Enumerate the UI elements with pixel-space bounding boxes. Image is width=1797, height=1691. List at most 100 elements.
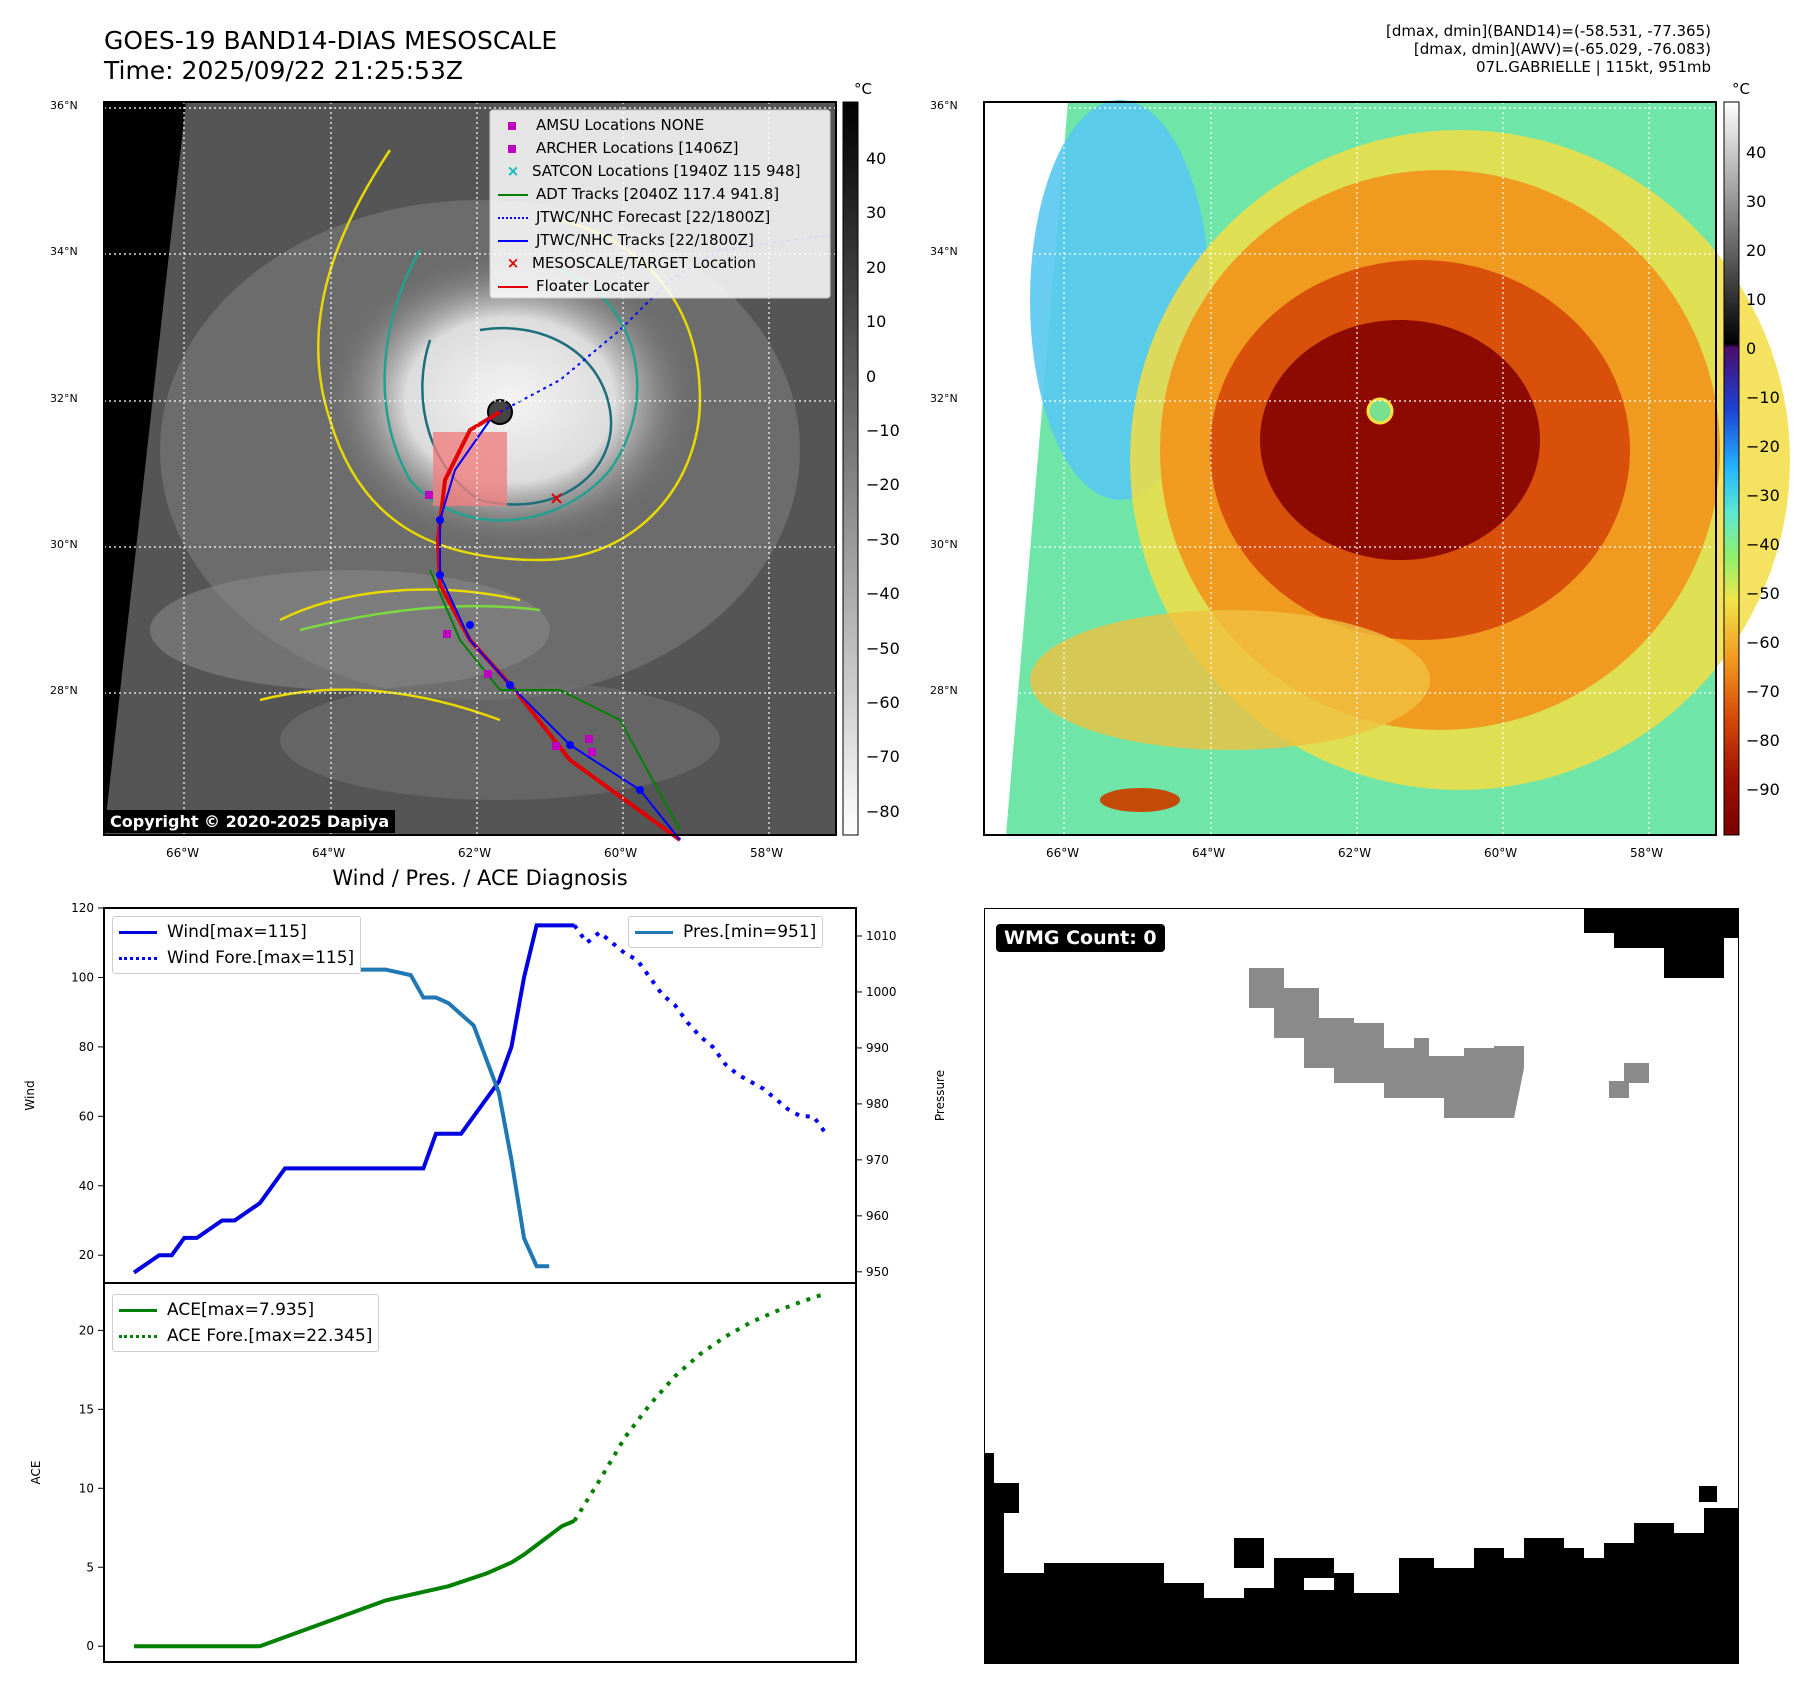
pressure-y-tick-label: 950 [866,1265,889,1279]
awv-map-frame [983,101,1717,836]
legend-entry-floater: Floater Locater [498,275,828,298]
pressure-axis-label: Pressure [933,1070,947,1121]
ir-no-data-wedge [104,102,186,835]
contour-teal [383,249,639,522]
target-location-marker: × [549,488,564,509]
square-marker-icon [508,122,516,130]
lat-label: 28°N [50,684,78,697]
pressure-y-tick-label: 990 [866,1041,889,1055]
series-line-ace-forecast [572,1291,827,1522]
dotted-line-icon [119,956,157,960]
colorbar-tick-label: −70 [866,747,900,767]
line-marker-icon [498,285,528,288]
lon-label: 60°W [604,846,638,860]
ace-y-tick-label: 20 [79,1323,94,1337]
diagnosis-title: Wind / Pres. / ACE Diagnosis [332,866,628,890]
awv-colorbar [1723,101,1740,836]
figure-title: GOES-19 BAND14-DIAS MESOSCALE Time: 2025… [104,26,557,86]
wind-y-tick-label: 100 [71,970,94,984]
colorbar-tick-label: 10 [866,312,887,332]
ace-axes-frame [103,1282,857,1663]
wmg-black-cell [1234,1538,1264,1568]
colorbar-tick-label: 10 [1746,290,1767,309]
ir-map-panel: × [103,100,1790,842]
wmg-panel [984,908,1739,1664]
legend-ace: ACE[max=7.935] [119,1297,372,1323]
colorbar-tick-label: −80 [866,801,900,821]
legend-ace-fore: ACE Fore.[max=22.345] [119,1323,372,1349]
awv-small-cell [1100,788,1180,812]
colorbar-tick-label: 40 [866,149,887,168]
solid-line-icon [635,930,673,934]
contour-band-green [299,604,541,632]
awv-core [1260,320,1540,560]
colorbar-tick-label: −80 [1746,731,1780,750]
lon-label: 66°W [166,846,200,860]
wmg-gray-cell [1609,1063,1649,1098]
colorbar-tick-label: −50 [866,638,900,658]
band14-range: [dmax, dmin](BAND14)=(-58.531, -77.365) [1386,22,1711,40]
legend-pres: Pres.[min=951] [635,919,816,945]
lat-label: 36°N [50,99,78,112]
lon-label: 58°W [750,846,784,860]
ir-gridlines [104,102,836,835]
lat-label: 36°N [930,99,958,112]
title-line-1: GOES-19 BAND14-DIAS MESOSCALE [104,26,558,55]
legend-entry-archer: ARCHER Locations [1406Z] [498,137,828,160]
legend-entry-adt: ADT Tracks [2040Z 117.4 941.8] [498,183,828,206]
ir-colorbar-unit: °C [854,80,872,98]
wmg-gray-band [1249,968,1524,1118]
legend-entry-satcon: × SATCON Locations [1940Z 115 948] [498,160,828,183]
line-marker-icon [498,193,528,196]
legend-entry-amsu: AMSU Locations NONE [498,114,828,137]
contour-yellow [316,149,702,562]
colorbar-tick-label: −40 [1746,535,1780,554]
colorbar-tick-label: 30 [866,203,887,223]
legend-wind: Wind[max=115] [119,919,354,945]
wmg-white-hole [1304,1578,1334,1590]
pressure-legend: Pres.[min=951] [628,916,824,948]
awv-gridlines [984,102,1716,835]
floater-track [435,410,682,842]
awv-eye [1366,397,1394,425]
awv-range: [dmax, dmin](AWV)=(-65.029, -76.083) [1413,40,1711,58]
lon-label: 60°W [1484,846,1518,860]
lon-label: 64°W [1192,846,1226,860]
solid-line-icon [119,930,157,934]
dotted-line-icon [498,216,528,219]
pressure-y-tick-label: 1000 [866,985,897,999]
lon-label: 66°W [1046,846,1080,860]
map-legend-entries: AMSU Locations NONE ARCHER Locations [14… [498,114,828,298]
jtwc-forecast-track [499,234,831,413]
wind-y-tick-label: 60 [79,1109,94,1123]
wmg-black-top-right [1584,908,1739,978]
colorbar-tick-label: −10 [1746,388,1780,407]
colorbar-tick-label: 0 [866,366,877,386]
pressure-y-tick-label: 1010 [866,929,897,943]
adt-track [429,569,681,831]
colorbar-tick-label: −20 [866,475,900,495]
colorbar-tick-label: −30 [866,529,900,549]
colorbar-tick-label: −50 [1746,584,1780,603]
wmg-black-cell [1699,1486,1717,1502]
legend-entry-jtwc: JTWC/NHC Tracks [22/1800Z] [498,229,828,252]
awv-colorbar-unit: °C [1732,80,1750,98]
contour-dark-teal [421,326,613,506]
colorbar-tick-label: −70 [1746,682,1780,701]
colorbar-tick-label: 20 [1746,241,1767,260]
ir-colorbar [842,101,859,836]
colorbar-tick-label: −60 [1746,633,1780,652]
pressure-y-tick-label: 980 [866,1097,889,1111]
storm-summary: 07L.GABRIELLE | 115kt, 951mb [1476,58,1711,76]
lat-label: 32°N [930,392,958,405]
colorbar-tick-label: 30 [1746,192,1767,211]
lat-label: 34°N [930,245,958,258]
lat-label: 30°N [930,538,958,551]
legend-entry-target: × MESOSCALE/TARGET Location [498,252,828,275]
lon-label: 64°W [312,846,346,860]
pressure-y-tick-label: 960 [866,1209,889,1223]
wind-y-tick-label: 20 [79,1248,94,1262]
ace-y-tick-label: 5 [86,1560,94,1574]
ace-legend: ACE[max=7.935] ACE Fore.[max=22.345] [112,1294,380,1352]
